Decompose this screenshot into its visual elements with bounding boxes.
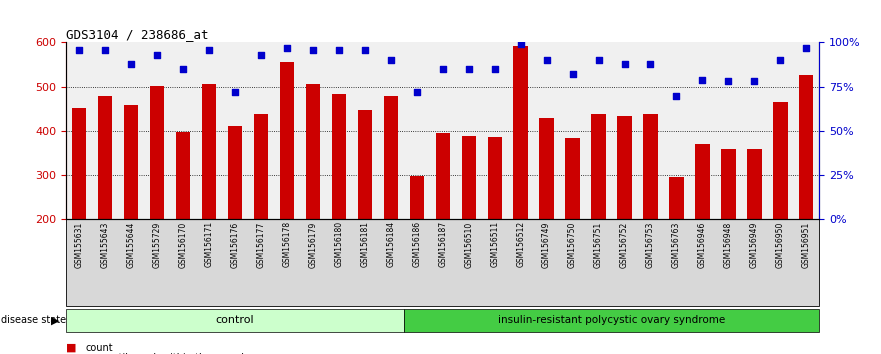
Bar — [202, 84, 216, 219]
Text: GSM156184: GSM156184 — [386, 221, 396, 267]
Point — [618, 61, 632, 67]
Text: GSM156753: GSM156753 — [646, 221, 655, 268]
Point — [228, 89, 242, 95]
Text: GSM155644: GSM155644 — [127, 221, 136, 268]
Point — [487, 66, 501, 72]
Text: GSM156178: GSM156178 — [282, 221, 292, 267]
Point — [358, 47, 372, 52]
Bar — [462, 136, 476, 219]
Text: GSM156750: GSM156750 — [568, 221, 577, 268]
Bar — [774, 102, 788, 219]
Point — [254, 52, 268, 58]
Bar — [176, 132, 190, 219]
Bar — [670, 177, 684, 219]
Text: GSM156180: GSM156180 — [334, 221, 344, 267]
Bar — [514, 46, 528, 219]
Bar — [150, 86, 164, 219]
Point — [384, 57, 398, 63]
Text: GSM156751: GSM156751 — [594, 221, 603, 268]
Text: ▶: ▶ — [51, 315, 60, 325]
Text: GSM156176: GSM156176 — [231, 221, 240, 268]
Text: ■: ■ — [66, 343, 77, 353]
Text: ■: ■ — [66, 353, 77, 354]
Bar — [539, 118, 554, 219]
Point — [124, 61, 138, 67]
Point — [514, 41, 528, 47]
Point — [695, 77, 709, 82]
Text: GSM156179: GSM156179 — [308, 221, 317, 268]
Bar — [228, 126, 242, 219]
Point — [799, 45, 813, 51]
Text: GSM156177: GSM156177 — [256, 221, 265, 268]
Text: GSM155643: GSM155643 — [100, 221, 109, 268]
Bar — [566, 138, 580, 219]
Point — [202, 47, 216, 52]
Text: GSM156186: GSM156186 — [412, 221, 421, 267]
Text: disease state: disease state — [1, 315, 66, 325]
Point — [462, 66, 476, 72]
Text: GSM156950: GSM156950 — [776, 221, 785, 268]
Text: GSM156510: GSM156510 — [464, 221, 473, 268]
Point — [774, 57, 788, 63]
Text: GSM155631: GSM155631 — [75, 221, 84, 268]
Bar — [591, 114, 606, 219]
Text: insulin-resistant polycystic ovary syndrome: insulin-resistant polycystic ovary syndr… — [498, 315, 725, 325]
Bar — [722, 149, 736, 219]
Point — [747, 79, 761, 84]
Bar — [695, 144, 709, 219]
Text: GSM156951: GSM156951 — [802, 221, 811, 268]
Text: GSM156187: GSM156187 — [438, 221, 448, 267]
Point — [410, 89, 424, 95]
Text: GSM156171: GSM156171 — [204, 221, 213, 267]
Text: GSM156512: GSM156512 — [516, 221, 525, 267]
Text: control: control — [216, 315, 255, 325]
Point — [722, 79, 736, 84]
Point — [591, 57, 605, 63]
Point — [280, 45, 294, 51]
Bar — [254, 114, 268, 219]
Point — [332, 47, 346, 52]
Point — [72, 47, 86, 52]
Point — [539, 57, 553, 63]
Bar — [279, 62, 294, 219]
Point — [566, 72, 580, 77]
Text: GSM156749: GSM156749 — [542, 221, 552, 268]
Point — [435, 66, 449, 72]
Text: GSM156752: GSM156752 — [620, 221, 629, 268]
Bar — [98, 96, 112, 219]
Bar — [124, 105, 138, 219]
Text: GSM155729: GSM155729 — [152, 221, 161, 268]
Bar — [435, 133, 450, 219]
Text: GSM156946: GSM156946 — [698, 221, 707, 268]
Bar — [306, 84, 320, 219]
Bar — [331, 94, 346, 219]
Point — [643, 61, 657, 67]
Bar — [72, 108, 86, 219]
Bar — [618, 116, 632, 219]
Point — [670, 93, 684, 98]
Bar — [383, 97, 398, 219]
Bar — [799, 75, 813, 219]
Text: count: count — [85, 343, 113, 353]
Text: GSM156763: GSM156763 — [672, 221, 681, 268]
Text: GDS3104 / 238686_at: GDS3104 / 238686_at — [66, 28, 209, 41]
Bar — [643, 114, 657, 219]
Bar — [487, 137, 502, 219]
Text: GSM156511: GSM156511 — [490, 221, 500, 267]
Text: GSM156170: GSM156170 — [179, 221, 188, 268]
Text: GSM156181: GSM156181 — [360, 221, 369, 267]
Bar — [410, 176, 424, 219]
Bar — [747, 149, 761, 219]
Bar — [358, 110, 372, 219]
Text: GSM156948: GSM156948 — [724, 221, 733, 268]
Point — [98, 47, 112, 52]
Point — [306, 47, 320, 52]
Text: percentile rank within the sample: percentile rank within the sample — [85, 353, 250, 354]
Text: GSM156949: GSM156949 — [750, 221, 759, 268]
Point — [176, 66, 190, 72]
Point — [150, 52, 164, 58]
